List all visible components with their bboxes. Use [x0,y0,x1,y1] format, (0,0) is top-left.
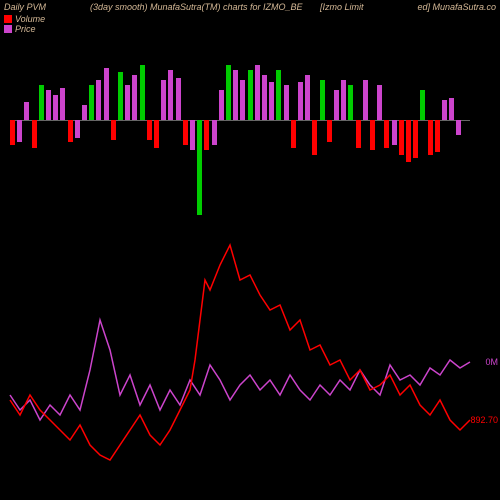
line-svg [10,220,470,490]
bar [348,85,353,120]
bar [305,75,310,120]
bar [46,90,51,120]
bar [449,98,454,120]
chart-line [10,320,470,420]
bar [413,120,418,158]
legend-item: Volume [4,14,45,24]
bar [399,120,404,155]
bar [269,82,274,120]
bar [68,120,73,142]
bar [284,85,289,120]
bar [262,75,267,120]
header-title-left: Daily PVM [4,2,46,12]
bar [392,120,397,145]
bar [104,68,109,120]
bar [204,120,209,150]
bar [125,85,130,120]
bar [456,120,461,135]
chart-header: Daily PVM (3day smooth) MunafaSutra(TM) … [0,2,500,32]
bar [161,80,166,120]
bar [60,88,65,120]
bar [341,80,346,120]
bar [291,120,296,148]
bar [75,120,80,138]
bar [298,82,303,120]
bar [140,65,145,120]
bar [183,120,188,145]
legend-item: Price [4,24,45,34]
bar [442,100,447,120]
bar [312,120,317,155]
end-label: 0M [485,357,498,367]
header-title-main: (3day smooth) MunafaSutra(TM) charts for… [90,2,303,12]
bar [363,80,368,120]
bar [219,90,224,120]
bar-chart [10,40,470,220]
bar [428,120,433,155]
bar [384,120,389,148]
bar [212,120,217,145]
bar [356,120,361,148]
bar [420,90,425,120]
bar [255,65,260,120]
bar [334,90,339,120]
bar [39,85,44,120]
bar [320,80,325,120]
bar [190,120,195,150]
bar [111,120,116,140]
bar [118,72,123,120]
bar [168,70,173,120]
bar [327,120,332,142]
end-label: 892.70 [470,415,498,425]
bar [17,120,22,142]
bar [24,102,29,120]
bar [233,70,238,120]
bar [147,120,152,140]
header-title-right: ed] MunafaSutra.co [417,2,496,12]
legend-color-box [4,25,12,33]
bar [248,70,253,120]
bar [197,120,202,215]
legend-label: Volume [15,14,45,24]
bar [370,120,375,150]
chart-area: 0M892.70 [10,40,470,490]
legend: VolumePrice [4,14,45,34]
legend-label: Price [15,24,36,34]
bar [89,85,94,120]
legend-color-box [4,15,12,23]
bar [435,120,440,152]
bar [82,105,87,120]
bar [406,120,411,162]
line-chart: 0M892.70 [10,220,470,490]
bar [96,80,101,120]
bar [240,80,245,120]
chart-line [10,245,470,460]
bar [32,120,37,148]
bar [276,70,281,120]
bar [226,65,231,120]
bar [132,75,137,120]
header-title-ticker: [Izmo Limit [320,2,364,12]
bar [377,85,382,120]
bar [10,120,15,145]
bar [154,120,159,148]
bar [176,78,181,120]
bar [53,95,58,120]
